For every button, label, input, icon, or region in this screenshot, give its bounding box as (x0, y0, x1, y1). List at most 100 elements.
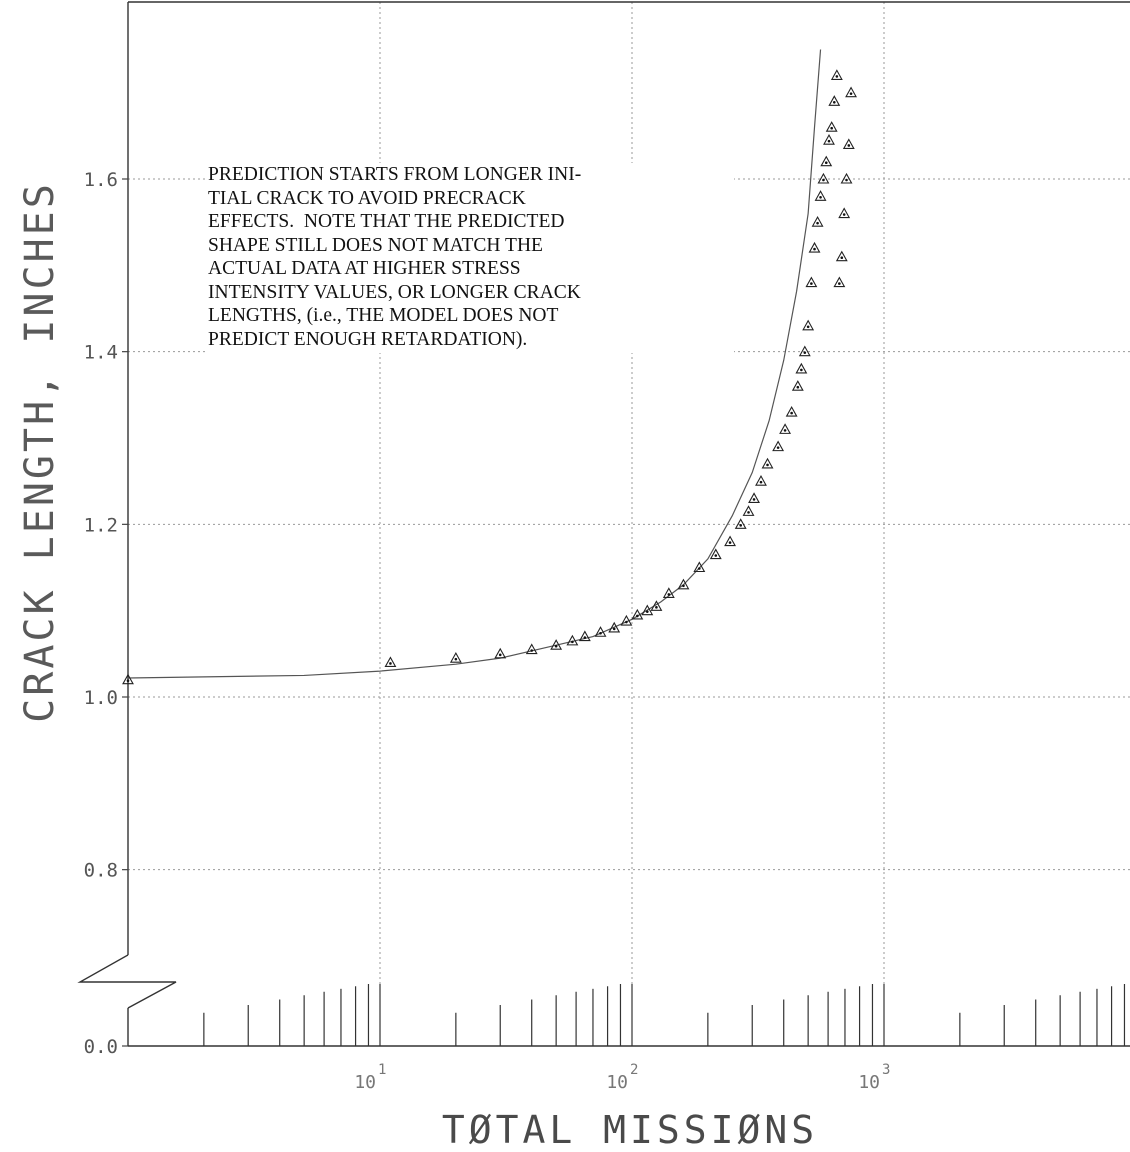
triangle-marker (608, 621, 621, 633)
point-dot (714, 554, 718, 557)
point-dot (636, 614, 639, 618)
triangle-marker (798, 345, 811, 357)
triangle-marker (724, 535, 737, 547)
point-dot (790, 411, 793, 415)
data-point (748, 492, 760, 503)
data-point (525, 643, 538, 655)
point-dot (498, 653, 502, 657)
triangle-marker (525, 643, 538, 655)
annotation-line: ACTUAL DATA AT HIGHER STRESS (208, 258, 521, 279)
x-tick-exponent: 2 (630, 1062, 638, 1078)
axes (77, 1, 1130, 1047)
data-point (122, 673, 134, 685)
triangle-marker (835, 250, 848, 262)
triangle-marker (833, 276, 846, 288)
data-point (845, 86, 857, 98)
point-dot (126, 679, 130, 683)
y-tick-label: 0.8 (84, 860, 118, 882)
x-tick-exponent: 1 (378, 1062, 386, 1078)
triangle-marker (650, 600, 663, 611)
point-dot (800, 368, 803, 372)
point-dot (776, 446, 780, 449)
axis-break-mark (77, 954, 177, 1009)
triangle-marker (734, 518, 747, 529)
data-point (709, 548, 722, 560)
triangle-marker (805, 276, 818, 288)
y-tick-label: 1.2 (84, 514, 118, 536)
data-point (734, 518, 747, 529)
data-point (814, 190, 827, 201)
data-series (122, 49, 857, 685)
point-dot (747, 511, 750, 514)
triangle-marker (494, 647, 507, 659)
data-point (825, 121, 838, 132)
data-point (820, 155, 833, 167)
annotation-line: LENGTHS, (i.e., THE MODEL DOES NOT (208, 305, 559, 326)
point-dot (766, 463, 769, 467)
point-dot (838, 282, 841, 285)
point-dot (625, 620, 628, 624)
y-tick-label: 0.0 (84, 1036, 118, 1058)
triangle-marker (384, 656, 397, 668)
data-point (823, 134, 835, 145)
data-point (761, 457, 774, 469)
annotation-line: EFFECTS. NOTE THAT THE PREDICTED (208, 211, 565, 232)
point-dot (832, 101, 836, 104)
point-dot (803, 351, 807, 354)
grid (128, 2, 1130, 1046)
triangle-marker (761, 457, 774, 469)
point-dot (389, 662, 392, 665)
data-point (830, 69, 843, 80)
data-point (798, 345, 811, 357)
annotation-line: PREDICT ENOUGH RETARDATION). (208, 328, 528, 350)
annotation-line: SHAPE STILL DOES NOT MATCH THE (208, 234, 543, 256)
point-dot (845, 178, 848, 182)
triangle-marker (817, 172, 830, 184)
data-point (755, 475, 767, 486)
annotation-box: PREDICTION STARTS FROM LONGER INI- TIAL … (208, 163, 734, 353)
point-dot (849, 92, 853, 95)
triangle-marker (772, 440, 785, 452)
annotation-line: PREDICTION STARTS FROM LONGER INI- (208, 164, 582, 185)
triangle-marker (838, 207, 851, 219)
point-dot (583, 636, 587, 639)
point-dot (813, 247, 816, 251)
data-point (631, 608, 644, 620)
point-dot (571, 640, 574, 644)
triangle-marker (566, 634, 579, 646)
data-point (550, 639, 563, 650)
point-dot (645, 610, 649, 613)
triangle-marker (620, 614, 633, 626)
point-dot (682, 584, 685, 588)
data-point (802, 319, 815, 331)
triangle-marker (594, 626, 607, 637)
data-point (566, 634, 579, 646)
triangle-marker (641, 604, 654, 616)
triangle-marker (795, 362, 808, 374)
data-point (772, 440, 785, 452)
prediction-line (127, 49, 822, 679)
triangle-marker (811, 216, 824, 227)
point-dot (819, 195, 822, 199)
data-point (742, 505, 755, 516)
data-point (677, 578, 690, 590)
point-dot (759, 480, 763, 484)
point-dot (728, 541, 732, 544)
triangle-marker (693, 561, 706, 573)
x-tick-label: 10 (606, 1072, 628, 1093)
annotation-line: INTENSITY VALUES, OR LONGER CRACK (208, 281, 581, 303)
data-point (835, 250, 848, 262)
data-point (620, 614, 633, 626)
annotation-line: TIAL CRACK TO AVOID PRECRACK (208, 187, 526, 209)
triangle-marker (840, 172, 853, 184)
triangle-marker (742, 505, 755, 516)
data-point (494, 647, 507, 659)
y-axis-title-text: CRACK LENGTH, INCHES (17, 181, 63, 723)
data-point (811, 216, 824, 227)
data-point (662, 587, 675, 598)
data-point (650, 600, 663, 611)
triangle-marker (802, 319, 815, 331)
triangle-marker (808, 241, 821, 253)
data-point (724, 535, 737, 547)
